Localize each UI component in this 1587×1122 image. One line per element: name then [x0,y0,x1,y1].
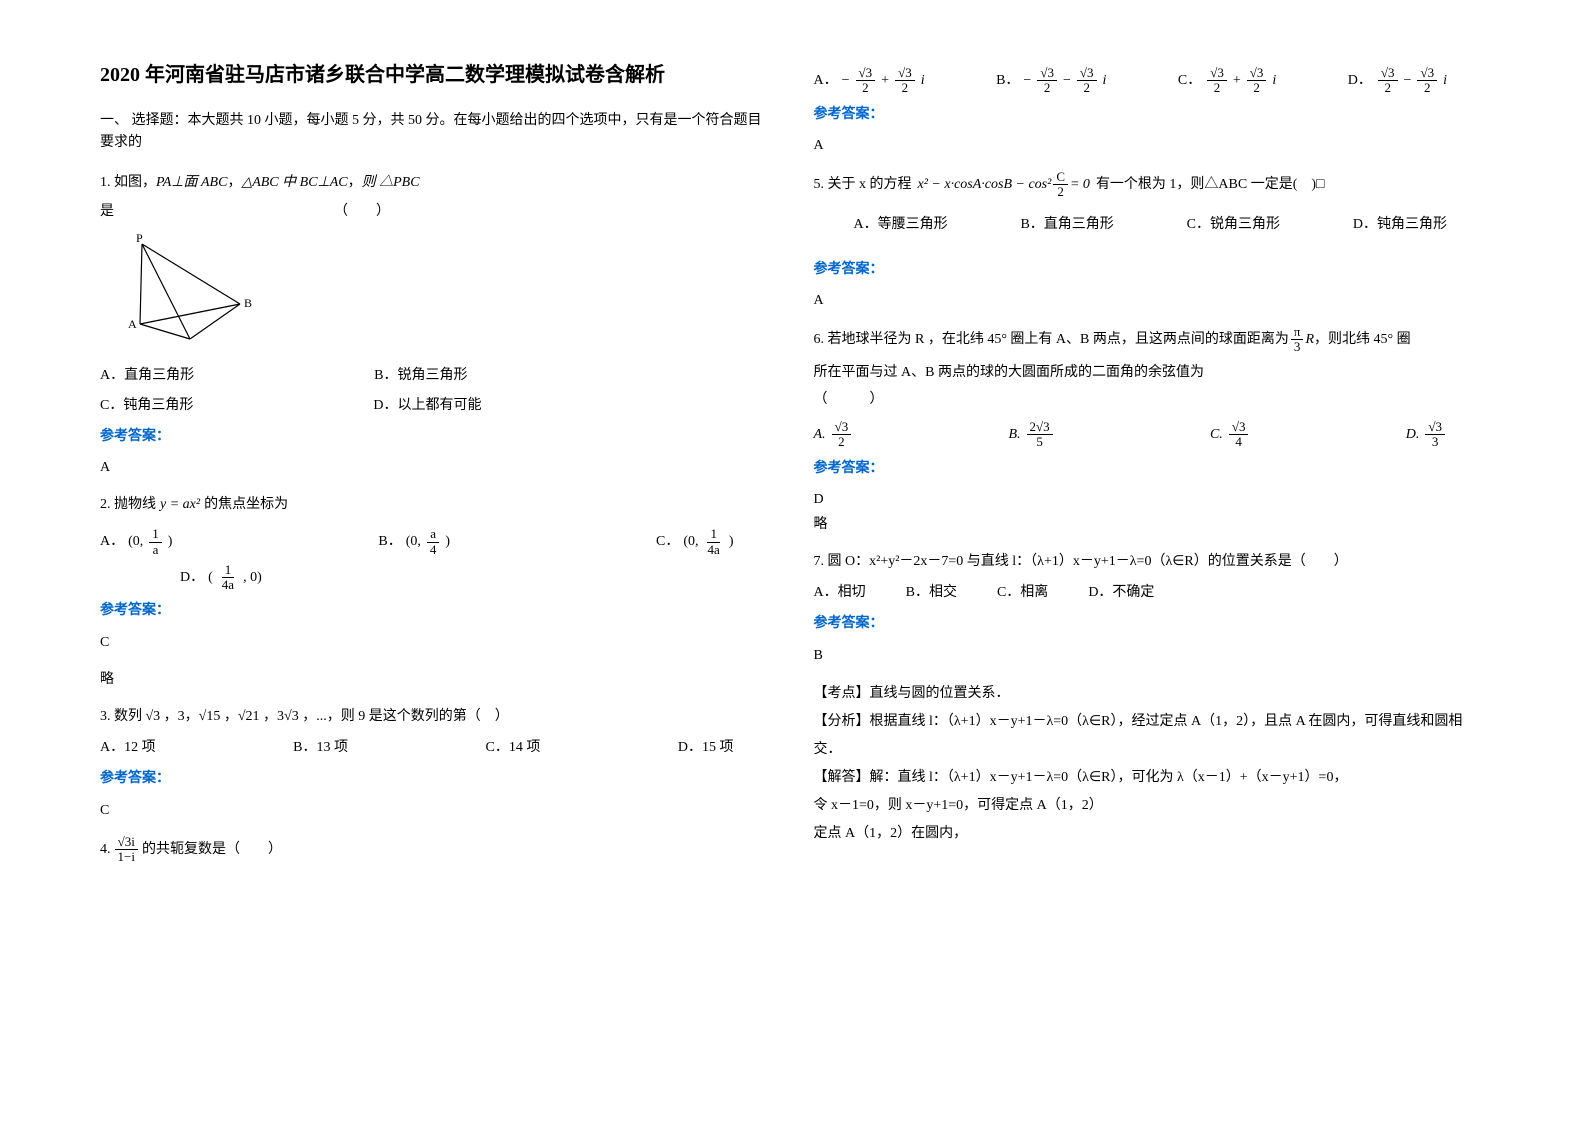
q4-text2: 的共轭复数是（ ） [142,837,282,862]
q7-fenxi: 根据直线 l：（λ+1）x－y+1－λ=0（λ∈R），经过定点 A（1，2），且… [814,714,1463,757]
question-5: 5. 关于 x 的方程 x² − x·cosA·cosB − cos²C2= 0… [814,170,1488,313]
question-2: 2. 抛物线 y = ax² 的焦点坐标为 A． (0,1a) B． (0,a4… [100,492,774,692]
q5-answer-label: 参考答案： [814,257,1488,282]
q6-optB: B. 2√35 [1008,420,1054,450]
q1-cond3: 则 △PBC [362,170,420,195]
q2-eq: y = ax² [160,492,200,517]
q6-frac: π3 [1291,325,1304,355]
q3-optD: D．15 项 [678,735,734,760]
q1-answer-label: 参考答案： [100,424,774,449]
q4-answer-label: 参考答案： [814,102,1488,127]
q4-text: 4. [100,837,111,862]
q7-answer: B [814,643,1488,668]
q3-text: 3. 数列 √3 ，3，√15 ，√21 ，3√3 ，...，则 9 是这个数列… [100,704,774,729]
left-column: 2020 年河南省驻马店市诸乡联合中学高二数学理模拟试卷含解析 一、 选择题：本… [80,60,794,1062]
q7-optD: D．不确定 [1088,580,1154,605]
q7-kaodian-label: 【考点】 [814,686,870,701]
question-6: 6. 若地球半径为 R ，在北纬 45° 圈上有 A、B 两点，且这两点间的球面… [814,325,1488,537]
q5-optA: A．等腰三角形 [854,212,948,237]
svg-text:A: A [128,317,137,331]
q7-answer-label: 参考答案： [814,611,1488,636]
q1-optC: C．钝角三角形 [100,393,193,418]
q1-cond1: PA⊥面 ABC [156,170,227,195]
q2-text: 2. 抛物线 [100,492,156,517]
q4-frac: √3i1−i [115,835,138,865]
q5-answer: A [814,288,1488,313]
q4-optC: C． √32+√32i [1178,66,1276,96]
q7-optB: B．相交 [906,580,957,605]
q4-optB: B． −√32−√32i [996,66,1106,96]
q3-optB: B．13 项 [293,735,348,760]
q7-optA: A．相切 [814,580,866,605]
q2-optD: D． (14a, 0) [180,563,774,593]
q5-suffix: 有一个根为 1，则△ABC 一定是( )□ [1096,172,1325,197]
q4-optA: A． −√32+√32i [814,66,925,96]
q3-optC: C．14 项 [486,735,541,760]
q5-prefix: 5. 关于 x 的方程 [814,172,912,197]
q6-optD: D. √33 [1406,420,1447,450]
q6-answer: D [814,487,1488,512]
q6-paren: （ ） [814,387,1488,412]
q2-answer: C [100,630,774,655]
q7-fenxi-label: 【分析】 [814,714,870,729]
question-4: 4. √3i1−i 的共轭复数是（ ） [100,835,774,865]
q5-optB: B．直角三角形 [1020,212,1113,237]
q5-optD: D．钝角三角形 [1353,212,1447,237]
q2-text2: 的焦点坐标为 [204,492,288,517]
q5-optC: C．锐角三角形 [1187,212,1280,237]
q6-answer-label: 参考答案： [814,456,1488,481]
q2-note: 略 [100,667,774,692]
q1-diagram: P A B C [120,234,774,353]
q7-optC: C．相离 [997,580,1048,605]
question-7: 7. 圆 O：x²+y²－2x－7=0 与直线 l：（λ+1）x－y+1－λ=0… [814,549,1488,848]
q2-optB: B． (0,a4) [378,527,450,557]
q7-text: 7. 圆 O：x²+y²－2x－7=0 与直线 l：（λ+1）x－y+1－λ=0… [814,549,1488,574]
question-1: 1. 如图， PA⊥面 ABC， △ABC 中 BC⊥AC， 则 △PBC 是 … [100,170,774,480]
q4-optD: D． √32−√32i [1348,66,1447,96]
q7-jieda3: 定点 A（1，2）在圆内， [814,820,1488,848]
q7-kaodian: 直线与圆的位置关系． [870,686,1010,701]
q1-paren: （ ） [334,199,390,224]
question-3: 3. 数列 √3 ，3，√15 ，√21 ，3√3 ，...，则 9 是这个数列… [100,704,774,823]
q1-optD: D．以上都有可能 [373,393,481,418]
page-title: 2020 年河南省驻马店市诸乡联合中学高二数学理模拟试卷含解析 [100,60,774,90]
q6-text2: ，则北纬 45° 圈 [1314,326,1411,354]
q4-answer: A [814,133,1488,158]
q1-answer: A [100,455,774,480]
section-heading: 一、 选择题：本大题共 10 小题，每小题 5 分，共 50 分。在每小题给出的… [100,110,774,155]
q6-text3: 所在平面与过 A、B 两点的球的大圆面所成的二面角的余弦值为 [814,359,1488,387]
q1-optA: A．直角三角形 [100,363,194,388]
q3-answer-label: 参考答案： [100,766,774,791]
q6-optC: C. √34 [1210,420,1250,450]
q1-optB: B．锐角三角形 [374,363,467,388]
q5-eq: x² − x·cosA·cosB − cos²C2= 0 [918,170,1090,200]
question-4-options: A． −√32+√32i B． −√32−√32i C． √32+√32i D．… [814,66,1488,158]
q2-optA: A． (0,1a) [100,527,172,557]
q3-optA: A．12 项 [100,735,156,760]
q1-cond2: △ABC 中 BC⊥AC [241,170,347,195]
svg-text:B: B [244,296,252,310]
q2-optC: C． (0,14a) [656,527,733,557]
q7-jieda-label: 【解答】 [814,770,870,785]
right-column: A． −√32+√32i B． −√32−√32i C． √32+√32i D．… [794,60,1508,1062]
q6-note: 略 [814,512,1488,537]
svg-text:P: P [136,234,143,245]
q3-answer: C [100,798,774,823]
q1-prefix: 1. 如图， [100,170,156,195]
q2-answer-label: 参考答案： [100,598,774,623]
svg-text:C: C [186,341,194,344]
q7-analysis: 【考点】直线与圆的位置关系． 【分析】根据直线 l：（λ+1）x－y+1－λ=0… [814,680,1488,848]
q7-jieda1: 解：直线 l：（λ+1）x－y+1－λ=0（λ∈R），可化为 λ（x－1）+（x… [870,770,1348,785]
q7-jieda2: 令 x－1=0，则 x－y+1=0，可得定点 A（1，2） [814,792,1488,820]
q1-suffix: 是 [100,199,114,224]
q6-optA: A. √32 [814,420,854,450]
q6-text1: 6. 若地球半径为 R ，在北纬 45° 圈上有 A、B 两点，且这两点间的球面… [814,326,1289,354]
